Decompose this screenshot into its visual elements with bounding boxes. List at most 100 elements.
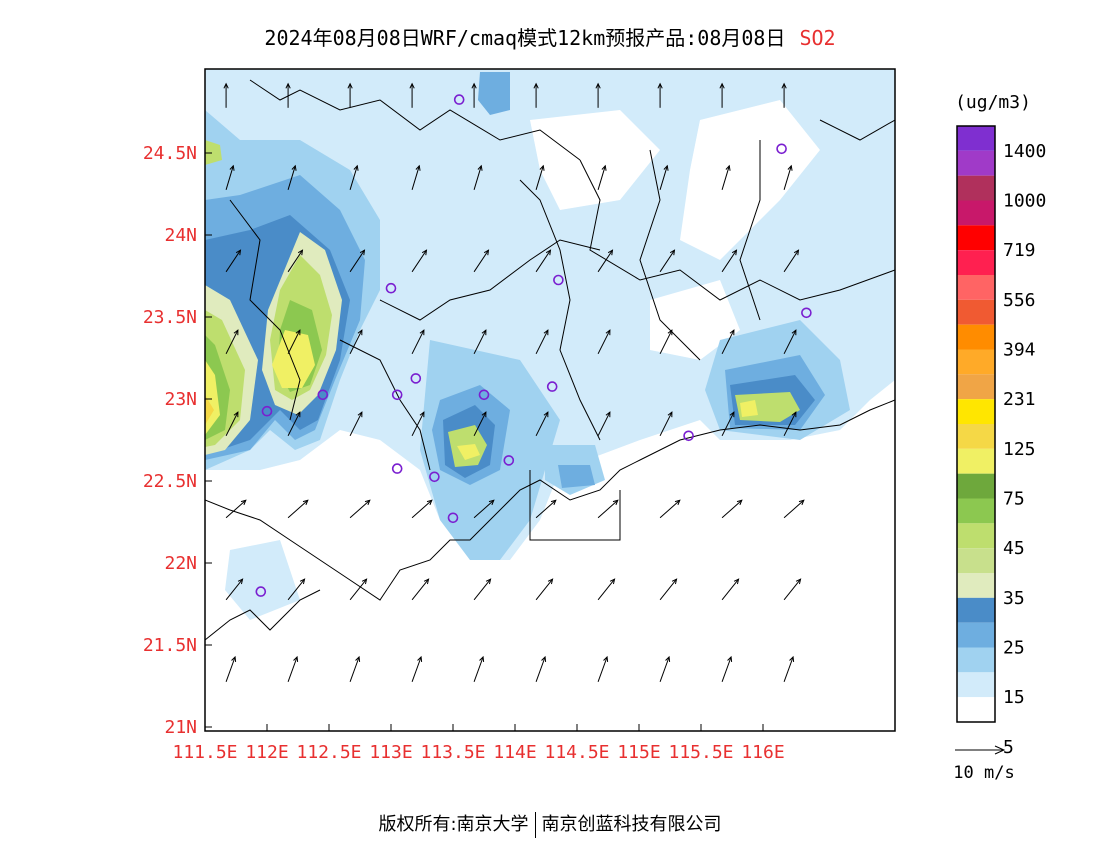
wind-arrow-head: [417, 655, 423, 663]
wind-arrow-head: [488, 499, 495, 506]
vector-legend-label: 10 m/s: [953, 763, 1014, 783]
colorbar-swatch: [957, 275, 995, 300]
colorbar-swatch: [957, 424, 995, 449]
colorbar-swatch: [957, 200, 995, 226]
wind-arrow: [225, 165, 234, 190]
wind-arrow-head: [795, 578, 802, 585]
wind-arrow: [411, 499, 433, 519]
colorbar-label: 231: [1003, 389, 1036, 410]
station-marker: [261, 405, 273, 417]
wind-arrow: [783, 578, 801, 601]
station-marker: [546, 381, 558, 392]
x-tick-label: 112E: [245, 742, 288, 763]
wind-arrow: [721, 578, 739, 601]
wind-arrow: [411, 411, 425, 437]
wind-arrow: [473, 165, 482, 190]
wind-arrow: [349, 578, 367, 601]
wind-arrow: [659, 165, 668, 190]
colorbar-swatch: [957, 374, 995, 400]
so2-contour-5b: [530, 110, 660, 210]
colorbar-label: 35: [1003, 588, 1025, 609]
wind-arrow-head: [607, 249, 614, 256]
wind-arrow: [535, 165, 544, 190]
colorbar-swatch: [957, 175, 995, 201]
wind-arrow-head: [793, 249, 800, 256]
wind-arrow: [597, 411, 611, 437]
colorbar: 1400 1000 719 556 394 231 125 75 45 35 25 15 5: [956, 125, 1046, 758]
colorbar-label: 1000: [1003, 191, 1046, 212]
wind-arrow: [535, 656, 546, 682]
wind-arrow-head: [605, 329, 611, 336]
x-tick-label: 116E: [741, 742, 784, 763]
wind-arrow: [783, 499, 805, 519]
so2-contour-125: [205, 395, 214, 425]
wind-arrow-head: [601, 164, 607, 171]
wind-arrow-head: [603, 655, 609, 663]
wind-arrow-head: [671, 578, 678, 585]
wind-arrow-head: [483, 249, 490, 256]
colorbar-label: 5: [1003, 737, 1014, 758]
wind-arrow: [225, 578, 243, 601]
y-tick-label: 22.5N: [143, 471, 197, 492]
plot-frame: [204, 68, 896, 732]
x-tick-label: 115E: [617, 742, 660, 763]
x-tick-label: 112.5E: [296, 742, 361, 763]
wind-arrow: [597, 165, 606, 190]
x-tick-label: 115.5E: [668, 742, 733, 763]
colorbar-swatch: [957, 448, 995, 474]
wind-arrow: [597, 499, 619, 519]
species-label: SO2: [799, 26, 836, 50]
wind-arrow-head: [415, 164, 421, 171]
so2-contour-nw-15: [205, 140, 222, 165]
station-marker: [553, 274, 564, 286]
colorbar-swatch: [957, 548, 995, 573]
wind-arrow-head: [295, 329, 301, 336]
so2-contour-5c: [680, 100, 820, 260]
wind-arrow: [659, 656, 670, 682]
wind-arrow-head: [550, 499, 557, 506]
wind-arrow-head: [240, 499, 247, 506]
wind-arrow: [411, 249, 427, 273]
wind-arrow-head: [237, 578, 244, 585]
wind-arrow: [287, 499, 309, 519]
y-tick-label: 21N: [164, 717, 197, 738]
wind-arrow: [659, 411, 673, 437]
station-marker: [410, 373, 422, 384]
wind-arrow-head: [293, 655, 299, 663]
wind-arrow-head: [426, 499, 433, 506]
copyright-left: 版权所有:南京大学: [378, 814, 529, 835]
wind-arrow-head: [347, 82, 353, 89]
so2-contour-sz-25: [558, 465, 595, 488]
wind-arrow: [783, 656, 794, 682]
wind-arrow: [783, 249, 799, 273]
wind-arrow-head: [791, 411, 797, 418]
colorbar-label: 556: [1003, 290, 1036, 311]
colorbar-label: 125: [1003, 439, 1036, 460]
wind-arrow: [659, 329, 673, 355]
colorbar-swatch: [957, 250, 995, 275]
wind-arrow: [473, 411, 487, 437]
so2-contour-5d: [650, 280, 740, 360]
colorbar-label: 75: [1003, 489, 1025, 510]
station-marker: [453, 94, 465, 105]
wind-arrow: [535, 329, 549, 355]
wind-arrow-head: [787, 164, 793, 171]
wind-arrow-head: [235, 249, 242, 256]
wind-arrow-head: [477, 164, 483, 171]
wind-arrow: [287, 249, 303, 273]
x-tick-label: 113.5E: [420, 742, 485, 763]
x-tick-label: 114E: [493, 742, 536, 763]
colorbar-swatch: [957, 126, 995, 151]
wind-arrow-head: [533, 82, 539, 89]
wind-arrow: [721, 329, 735, 355]
station-marker: [478, 389, 490, 401]
wind-arrow: [287, 578, 305, 601]
wind-arrow-head: [665, 655, 671, 663]
wind-arrow-head: [357, 329, 363, 336]
wind-arrow: [597, 249, 613, 273]
wind-arrow: [535, 578, 553, 601]
colorbar-swatch: [957, 523, 995, 549]
wind-arrow: [783, 329, 797, 355]
wind-arrow: [535, 411, 549, 437]
wind-arrow: [597, 656, 608, 682]
